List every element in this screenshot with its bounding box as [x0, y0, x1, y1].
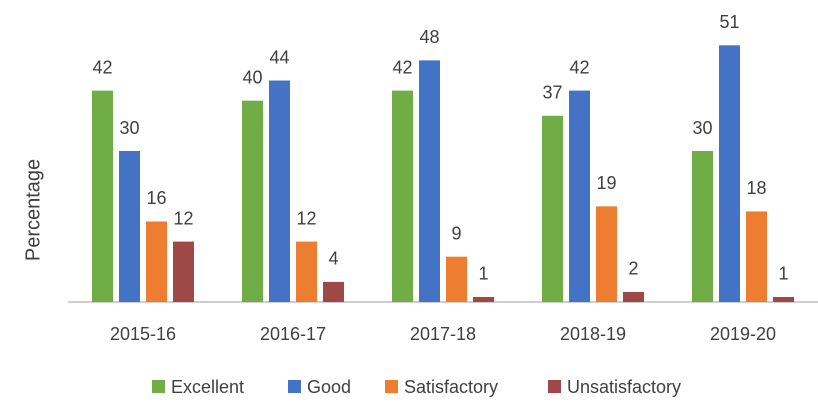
legend-swatch	[288, 380, 301, 393]
legend-label: Good	[307, 377, 351, 397]
bar	[146, 221, 167, 302]
bar	[419, 60, 440, 303]
value-label: 48	[419, 27, 439, 47]
bar	[719, 45, 740, 303]
value-label: 12	[173, 208, 193, 228]
legend-swatch	[385, 380, 398, 393]
legend-label: Excellent	[171, 377, 244, 397]
value-label: 42	[569, 57, 589, 77]
x-tick-label: 2017-18	[410, 324, 476, 344]
bar	[692, 151, 713, 302]
bar	[119, 151, 140, 302]
bar	[446, 256, 467, 302]
y-axis-label: Percentage	[22, 159, 44, 261]
value-label: 19	[596, 173, 616, 193]
value-label: 1	[478, 264, 488, 284]
bar	[596, 206, 617, 302]
value-label: 2	[628, 259, 638, 279]
value-label: 44	[269, 47, 289, 67]
value-label: 16	[146, 188, 166, 208]
legend-swatch	[152, 380, 165, 393]
value-label: 12	[296, 208, 316, 228]
legend-swatch	[548, 380, 561, 393]
value-label: 4	[328, 249, 338, 269]
bar	[269, 80, 290, 303]
value-label: 40	[242, 67, 262, 87]
value-label: 30	[119, 118, 139, 138]
bar	[473, 296, 494, 302]
x-tick-label: 2015-16	[110, 324, 176, 344]
legend-label: Satisfactory	[404, 377, 498, 397]
x-tick-label: 2019-20	[710, 324, 776, 344]
legend-label: Unsatisfactory	[567, 377, 681, 397]
value-label: 37	[542, 83, 562, 103]
x-tick-label: 2016-17	[260, 324, 326, 344]
bar	[296, 241, 317, 302]
bar	[746, 211, 767, 302]
bar	[569, 90, 590, 302]
bar	[773, 296, 794, 302]
value-label: 42	[392, 57, 412, 77]
bar	[323, 281, 344, 302]
value-label: 30	[692, 118, 712, 138]
bar	[92, 90, 113, 302]
value-label: 51	[719, 12, 739, 32]
value-label: 9	[451, 223, 461, 243]
value-label: 1	[778, 264, 788, 284]
value-label: 18	[746, 178, 766, 198]
value-label: 42	[92, 57, 112, 77]
x-tick-label: 2018-19	[560, 324, 626, 344]
bar	[623, 291, 644, 302]
bar	[242, 100, 263, 303]
bar	[173, 241, 194, 302]
bar	[542, 115, 563, 303]
bar	[392, 90, 413, 302]
